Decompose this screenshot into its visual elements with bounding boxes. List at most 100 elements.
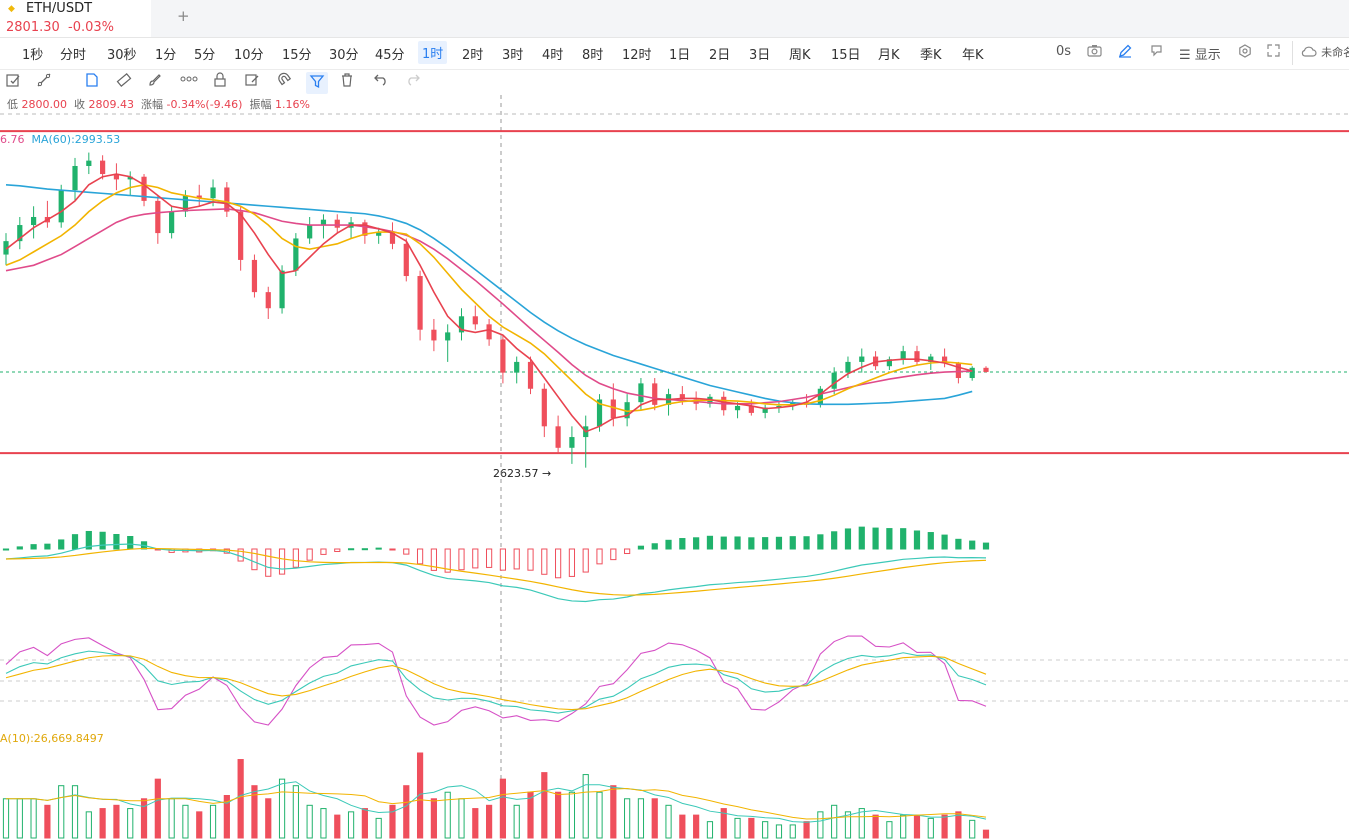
drawing-toolbar [0, 70, 1349, 94]
macd-bar [278, 548, 286, 575]
candle-body [500, 339, 506, 373]
volume-bar [168, 798, 175, 839]
candle-body [265, 292, 271, 309]
volume-ma5-line [6, 781, 987, 823]
macd-bar [85, 530, 92, 550]
interval-2h[interactable]: 2时 [462, 48, 484, 63]
interval-year[interactable]: 年K [962, 48, 984, 63]
macd-bar [472, 548, 479, 569]
interval-3h[interactable]: 3时 [502, 48, 524, 63]
display-menu[interactable]: ☰ 显示 [1179, 48, 1221, 63]
macd-bar [527, 548, 534, 571]
macd-bar [403, 548, 410, 555]
ma10-line [5, 183, 973, 413]
macd-bar [416, 548, 424, 565]
interval-15m[interactable]: 15分 [282, 48, 312, 63]
trendline-icon[interactable] [36, 72, 52, 92]
macd-bar [292, 548, 299, 568]
macd-bar [2, 548, 10, 551]
candle-body [790, 402, 796, 406]
volume-bar [140, 798, 148, 839]
interval-10m[interactable]: 10分 [234, 48, 264, 63]
lock-icon[interactable] [213, 72, 227, 92]
candle-body [734, 405, 741, 411]
candle-body [141, 176, 147, 201]
interval-timeshare[interactable]: 分时 [60, 48, 87, 63]
interval-30m[interactable]: 30分 [329, 48, 359, 63]
ruler-icon[interactable] [116, 72, 132, 92]
edit-icon[interactable] [244, 72, 260, 92]
interval-1d[interactable]: 1日 [669, 48, 691, 63]
macd-bar [775, 536, 783, 550]
macd-bar [320, 548, 327, 555]
macd-bar [693, 537, 700, 550]
interval-3d[interactable]: 3日 [749, 48, 771, 63]
magnet-icon[interactable] [277, 72, 293, 92]
volume-bar [624, 798, 631, 839]
volume-bar [113, 804, 120, 839]
add-tab-button[interactable]: + [177, 7, 190, 25]
candle-body [472, 316, 478, 325]
volume-bar [458, 798, 465, 839]
interval-45m[interactable]: 45分 [375, 48, 405, 63]
candle-body [307, 225, 313, 239]
layout-icon[interactable] [1150, 44, 1163, 61]
select-icon[interactable] [5, 72, 21, 92]
interval-1m[interactable]: 1分 [155, 48, 177, 63]
volume-bar [927, 817, 934, 839]
candle-body [279, 270, 285, 309]
volume-bar [127, 808, 134, 839]
interval-1s[interactable]: 1秒 [22, 48, 44, 63]
ma30-line [5, 208, 973, 405]
volume-bar [237, 759, 244, 839]
symbol-price: 2801.30 -0.03% [6, 20, 115, 35]
volume-bar [251, 785, 258, 839]
interval-month[interactable]: 月K [878, 48, 900, 63]
interval-12h[interactable]: 12时 [622, 48, 652, 63]
ma60-line [5, 183, 973, 406]
redo-icon[interactable] [405, 72, 421, 90]
candle-body [169, 211, 175, 234]
macd-bar [596, 548, 603, 565]
brush-icon[interactable] [147, 72, 163, 92]
bookmark-icon[interactable] [84, 72, 100, 92]
trash-icon[interactable] [340, 72, 354, 92]
undo-icon[interactable] [373, 72, 389, 90]
candle-body [624, 402, 630, 419]
camera-icon[interactable] [1087, 44, 1102, 61]
volume-bar [375, 817, 382, 839]
interval-15d[interactable]: 15日 [831, 48, 861, 63]
pencil-icon[interactable] [1118, 44, 1132, 62]
volume-bar [817, 811, 824, 839]
interval-30s[interactable]: 30秒 [107, 48, 137, 63]
interval-week[interactable]: 周K [789, 48, 811, 63]
interval-4h[interactable]: 4时 [542, 48, 564, 63]
interval-1h[interactable]: 1时 [418, 41, 448, 64]
volume-bar [541, 772, 548, 839]
volume-bar [610, 785, 617, 839]
candle-body [182, 195, 189, 212]
candle-body [334, 219, 340, 228]
macd-bar [610, 548, 617, 561]
candle-body [596, 399, 603, 427]
countdown-label[interactable]: 0s [1056, 44, 1072, 59]
volume-bar [30, 798, 37, 839]
interval-quarter[interactable]: 季K [920, 48, 942, 63]
volume-bar [71, 785, 79, 839]
interval-2d[interactable]: 2日 [709, 48, 731, 63]
fullscreen-icon[interactable] [1267, 44, 1280, 61]
cloud-save[interactable]: 未命名 [1301, 44, 1349, 60]
pattern-icon[interactable] [180, 72, 198, 90]
filter-icon[interactable] [306, 72, 328, 94]
interval-5m[interactable]: 5分 [194, 48, 216, 63]
candle-body [417, 276, 423, 330]
interval-8h[interactable]: 8时 [582, 48, 604, 63]
low-price-marker: 2623.57 → [493, 467, 552, 480]
settings-icon[interactable] [1238, 44, 1252, 62]
macd-bar [361, 548, 368, 551]
candle-body [196, 195, 202, 199]
symbol-tab[interactable]: ◆ ETH/USDT 2801.30 -0.03% [0, 0, 151, 37]
candle-body [817, 388, 823, 405]
macd-bar [375, 547, 382, 550]
